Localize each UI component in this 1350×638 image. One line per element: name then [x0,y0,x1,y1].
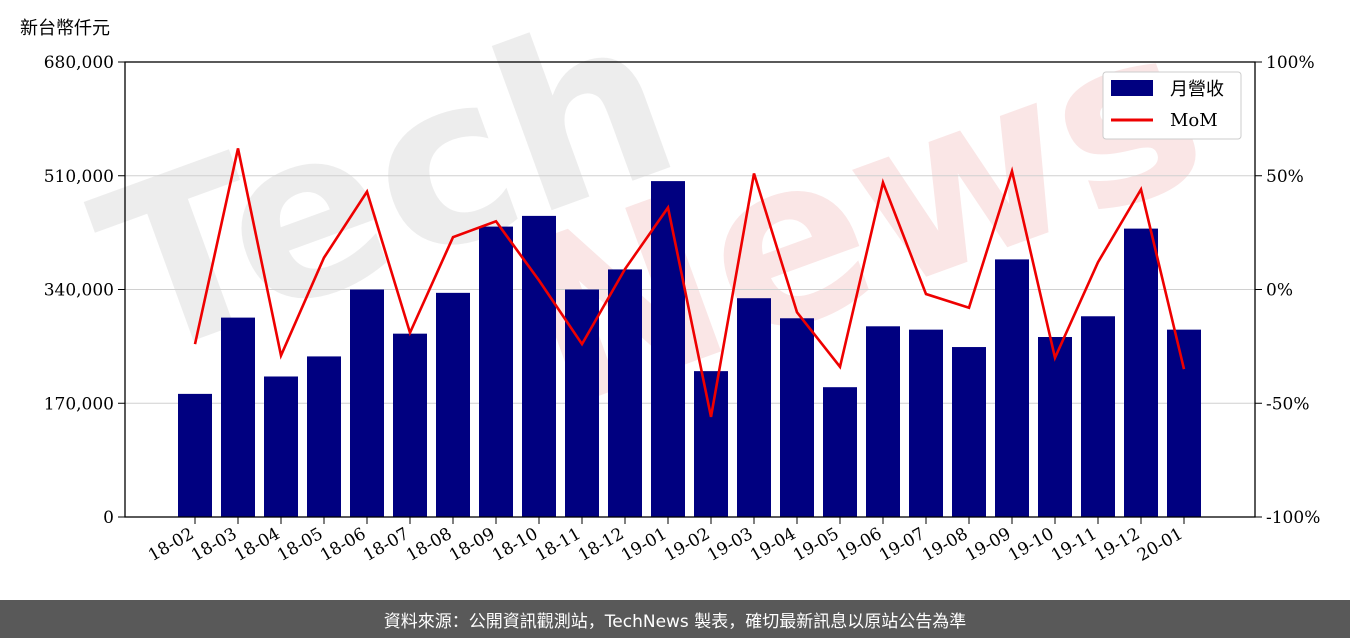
right-tick-label: 100% [1266,53,1315,73]
right-tick-label: 50% [1266,167,1304,187]
x-tick-label: 19-02 [661,524,713,566]
bar [694,371,728,517]
x-tick-label: 19-05 [790,524,842,566]
legend-label-mom: MoM [1170,110,1218,131]
x-tick-label: 18-07 [360,524,412,566]
bar [1081,316,1115,517]
x-tick-label: 18-08 [403,524,455,566]
x-tick-label: 18-04 [231,524,283,566]
bar [1124,228,1158,517]
x-tick-label: 19-09 [962,524,1014,566]
x-tick-label: 18-06 [317,524,369,566]
bar [1167,329,1201,517]
legend: 月營收 MoM [1102,71,1242,140]
legend-label-revenue: 月營收 [1170,79,1224,100]
right-tick-label: -100% [1266,508,1320,528]
bar [995,259,1029,517]
bar [608,269,642,517]
bar [952,347,986,517]
bar [737,298,771,517]
left-tick-label: 170,000 [44,394,114,414]
x-tick-label: 19-08 [919,524,971,566]
right-tick-label: -50% [1266,394,1310,414]
bar [307,356,341,517]
x-tick-label: 19-07 [876,524,928,566]
x-tick-label: 19-06 [833,524,885,566]
right-axis: -100% -50% 0% 50% 100% [1255,53,1320,528]
bar [436,292,470,517]
x-tick-label: 18-12 [575,524,627,566]
bar [393,333,427,517]
x-tick-label: 19-01 [618,524,670,566]
x-axis: 18-0218-0318-0418-0518-0618-0718-0818-09… [145,517,1187,566]
left-tick-label: 0 [103,508,114,528]
bar [264,376,298,517]
x-tick-label: 18-11 [532,524,584,566]
bar [651,181,685,517]
x-tick-label: 18-05 [274,524,326,566]
bar [1038,337,1072,517]
x-tick-label: 19-04 [747,524,799,566]
left-axis-unit-label: 新台幣仟元 [20,18,110,39]
bar [522,215,556,517]
left-tick-label: 510,000 [44,167,114,187]
bar-series [178,181,1201,517]
bar [823,387,857,517]
right-tick-label: 0% [1266,281,1293,301]
left-axis: 0 170,000 340,000 510,000 680,000 [44,53,125,528]
x-tick-label: 18-09 [446,524,498,566]
bar [221,317,255,517]
bar [780,318,814,517]
left-tick-label: 680,000 [44,53,114,73]
bar [909,329,943,517]
line-series [193,148,1186,418]
bar [866,326,900,517]
footer-text: 資料來源：公開資訊觀測站，TechNews 製表，確切最新訊息以原站公告為準 [383,611,967,632]
legend-swatch-revenue [1111,80,1153,96]
x-tick-label: 19-12 [1091,524,1143,566]
x-tick-label: 19-03 [704,524,756,566]
x-tick-label: 19-11 [1048,524,1100,566]
bar [350,289,384,517]
x-tick-label: 18-03 [188,524,240,566]
x-tick-label: 18-10 [489,524,541,566]
x-tick-label: 20-01 [1134,524,1186,566]
x-tick-label: 19-10 [1005,524,1057,566]
mom-line [193,148,1186,418]
bar [479,226,513,517]
source-footer: 資料來源：公開資訊觀測站，TechNews 製表，確切最新訊息以原站公告為準 [0,600,1350,638]
bar [178,393,212,517]
x-tick-label: 18-02 [145,524,197,566]
left-tick-label: 340,000 [44,281,114,301]
chart: Tech News 0170,000340,000510,000680,000 … [20,0,1320,566]
